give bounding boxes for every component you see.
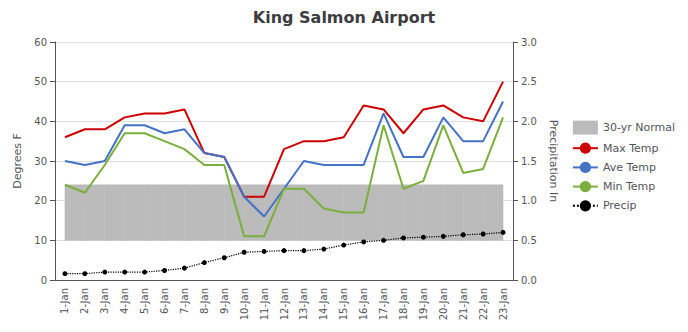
svg-text:Degrees F: Degrees F bbox=[11, 133, 24, 189]
svg-text:1.5: 1.5 bbox=[521, 156, 537, 167]
svg-text:4-Jan: 4-Jan bbox=[119, 288, 130, 314]
svg-text:0: 0 bbox=[41, 275, 47, 286]
svg-text:20-Jan: 20-Jan bbox=[438, 288, 449, 320]
svg-text:Max Temp: Max Temp bbox=[603, 142, 659, 155]
svg-text:2-Jan: 2-Jan bbox=[79, 288, 90, 314]
svg-text:9-Jan: 9-Jan bbox=[219, 288, 230, 314]
svg-text:12-Jan: 12-Jan bbox=[279, 288, 290, 320]
svg-text:60: 60 bbox=[34, 37, 47, 48]
svg-text:Precip: Precip bbox=[603, 199, 637, 212]
svg-text:1-Jan: 1-Jan bbox=[59, 288, 70, 314]
svg-text:1.0: 1.0 bbox=[521, 195, 537, 206]
svg-text:20: 20 bbox=[34, 195, 47, 206]
svg-text:30-yr Normal: 30-yr Normal bbox=[603, 121, 675, 134]
svg-text:7-Jan: 7-Jan bbox=[179, 288, 190, 314]
svg-text:Ave Temp: Ave Temp bbox=[603, 161, 656, 174]
svg-text:11-Jan: 11-Jan bbox=[259, 288, 270, 320]
svg-text:5-Jan: 5-Jan bbox=[139, 288, 150, 314]
svg-text:Min Temp: Min Temp bbox=[603, 180, 655, 193]
svg-text:0.0: 0.0 bbox=[521, 275, 537, 286]
svg-text:3.0: 3.0 bbox=[521, 37, 537, 48]
svg-text:18-Jan: 18-Jan bbox=[398, 288, 409, 320]
svg-text:3-Jan: 3-Jan bbox=[99, 288, 110, 314]
svg-text:15-Jan: 15-Jan bbox=[338, 288, 349, 320]
svg-text:10-Jan: 10-Jan bbox=[239, 288, 250, 320]
svg-text:30: 30 bbox=[34, 156, 47, 167]
svg-text:Precipitation In: Precipitation In bbox=[547, 120, 560, 202]
svg-text:10: 10 bbox=[34, 235, 47, 246]
svg-text:13-Jan: 13-Jan bbox=[298, 288, 309, 320]
svg-text:2.5: 2.5 bbox=[521, 76, 537, 87]
svg-text:14-Jan: 14-Jan bbox=[318, 288, 329, 320]
svg-text:22-Jan: 22-Jan bbox=[478, 288, 489, 320]
svg-text:0.5: 0.5 bbox=[521, 235, 537, 246]
svg-text:2.0: 2.0 bbox=[521, 116, 537, 127]
svg-text:21-Jan: 21-Jan bbox=[458, 288, 469, 320]
svg-text:23-Jan: 23-Jan bbox=[498, 288, 509, 320]
svg-text:19-Jan: 19-Jan bbox=[418, 288, 429, 320]
svg-text:King Salmon Airport: King Salmon Airport bbox=[253, 8, 436, 27]
svg-text:50: 50 bbox=[34, 76, 47, 87]
svg-text:17-Jan: 17-Jan bbox=[378, 288, 389, 320]
svg-text:16-Jan: 16-Jan bbox=[358, 288, 369, 320]
svg-text:6-Jan: 6-Jan bbox=[159, 288, 170, 314]
svg-text:40: 40 bbox=[34, 116, 47, 127]
svg-text:8-Jan: 8-Jan bbox=[199, 288, 210, 314]
